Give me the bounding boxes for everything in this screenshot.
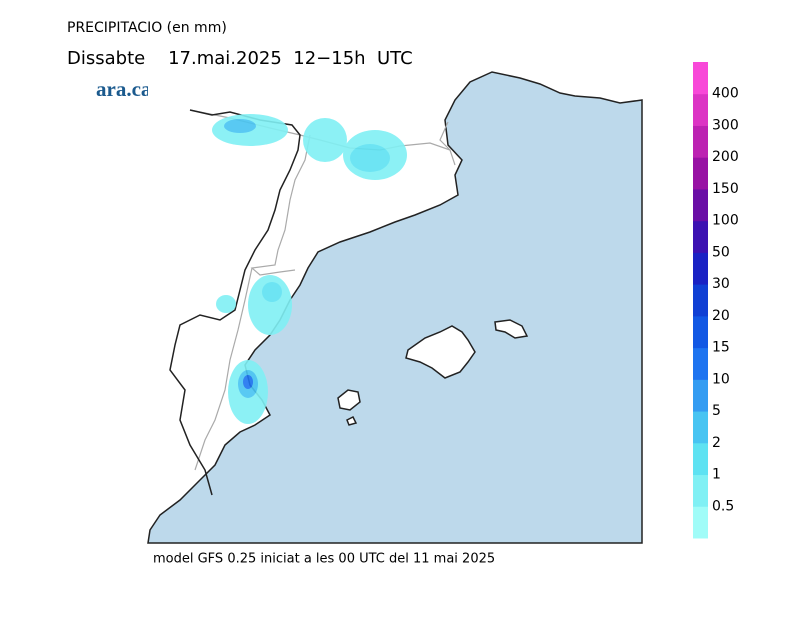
- legend-label: 150: [712, 181, 739, 197]
- legend-swatch: [693, 252, 708, 285]
- legend-label: 5: [712, 403, 721, 419]
- coast-west: [169, 109, 301, 496]
- legend-swatch: [693, 474, 708, 507]
- map: [147, 71, 643, 544]
- logo: ara.cat: [96, 77, 158, 101]
- legend-swatch: [693, 411, 708, 444]
- legend-swatch: [693, 93, 708, 126]
- legend-label: 200: [712, 149, 739, 165]
- legend-label: 1: [712, 467, 721, 483]
- legend-label: 50: [712, 244, 730, 260]
- legend-label: 300: [712, 117, 739, 133]
- legend-label: 30: [712, 276, 730, 292]
- sea: [147, 71, 643, 544]
- legend-label: 15: [712, 340, 730, 356]
- legend-label: 0.5: [712, 498, 734, 514]
- islands: [337, 319, 529, 426]
- subtitle: Dissabte 17.mai.2025 12−15h UTC: [67, 48, 413, 69]
- legend-swatch: [693, 188, 708, 222]
- precipitation: [212, 114, 407, 424]
- colorbar: 0.5 1 2 5 10 15 20 30 50 100 150 200 300 400: [693, 62, 739, 539]
- legend-swatch: [693, 125, 708, 158]
- legend-swatch: [693, 157, 708, 190]
- legend-swatch: [693, 220, 708, 253]
- footer: model GFS 0.25 iniciat a les 00 UTC del …: [153, 552, 495, 567]
- legend-swatch: [693, 62, 708, 95]
- legend-swatch: [693, 315, 708, 349]
- legend-swatch: [693, 347, 708, 380]
- legend-swatch: [693, 379, 708, 412]
- legend-label: 10: [712, 371, 730, 387]
- legend-label: 100: [712, 213, 739, 229]
- legend-label: 400: [712, 86, 739, 102]
- legend-swatch: [693, 506, 708, 539]
- legend-swatch: [693, 284, 708, 317]
- title: PRECIPITACIO (en mm): [67, 20, 227, 36]
- legend-swatch: [693, 442, 708, 476]
- legend-label: 2: [712, 435, 721, 451]
- legend-label: 20: [712, 308, 730, 324]
